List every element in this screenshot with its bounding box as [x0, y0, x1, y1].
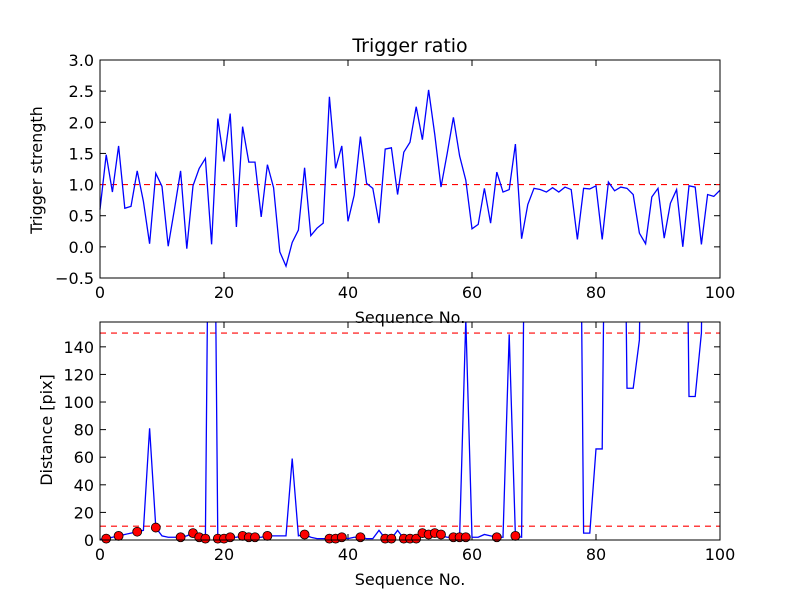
x-axis-label: Sequence No.	[355, 308, 466, 327]
x-tick-label: 60	[462, 283, 482, 302]
data-point	[113, 530, 124, 541]
x-tick-label: 100	[705, 283, 736, 302]
series-group	[99, 89, 721, 269]
chart-title: Trigger ratio	[351, 35, 467, 57]
y-tick-label: 1.0	[69, 176, 94, 195]
data-point	[175, 532, 186, 543]
series-group	[100, 322, 703, 540]
x-tick-label: 20	[214, 283, 234, 302]
y-tick-label: 60	[74, 448, 94, 467]
y-tick-label: 0.5	[69, 207, 94, 226]
x-axis-label: Sequence No.	[355, 570, 466, 589]
data-point	[355, 532, 366, 543]
data-point	[101, 533, 112, 544]
data-point	[436, 529, 446, 540]
data-point	[510, 530, 521, 541]
marker-group	[101, 522, 521, 544]
y-tick-label: 40	[74, 476, 94, 495]
series-line	[99, 89, 721, 269]
x-tick-label: 0	[95, 283, 105, 302]
data-point	[132, 526, 143, 537]
data-point	[262, 530, 273, 541]
y-tick-label: 2.0	[69, 113, 94, 132]
x-tick-label: 80	[586, 283, 606, 302]
data-point	[299, 529, 310, 540]
trigger-ratio-chart: Trigger ratio Sequence No. Trigger stren…	[27, 35, 735, 327]
data-point	[250, 532, 260, 543]
x-tick-label: 40	[338, 283, 358, 302]
y-axis-label: Trigger strength	[27, 106, 46, 235]
distance-chart: Sequence No. Distance [pix] 0 20 40 60 80 100…	[37, 321, 735, 589]
x-tick-label: 80	[586, 545, 606, 564]
data-point	[225, 532, 236, 543]
data-point	[460, 532, 471, 543]
reference-lines	[100, 332, 720, 527]
data-point	[386, 533, 397, 544]
x-tick-label: 20	[214, 545, 234, 564]
x-tick-label: 60	[462, 545, 482, 564]
y-tick-label: 2.5	[69, 82, 94, 101]
y-tick-label: 3.0	[69, 51, 94, 70]
x-tick-label: 40	[338, 545, 358, 564]
y-tick-label: 0	[84, 531, 94, 550]
axis-ticks: 0 20 40 60 80 100 0 20 40 60 80 100 120 140	[63, 322, 735, 564]
y-tick-label: 20	[74, 503, 94, 522]
data-point	[491, 532, 502, 543]
y-tick-label: 80	[74, 421, 94, 440]
y-tick-label: 1.5	[69, 144, 94, 163]
axis-ticks: 0 20 40 60 80 100 −0.5 0.0 0.5 1.0 1.5 2.0 2.5 3.0	[55, 51, 735, 302]
series-line	[100, 322, 703, 540]
y-tick-label: 140	[63, 338, 94, 357]
plot-frame	[99, 321, 721, 541]
x-tick-label: 0	[95, 545, 105, 564]
data-point	[336, 532, 347, 543]
x-tick-label: 100	[705, 545, 736, 564]
y-tick-label: −0.5	[55, 269, 94, 288]
y-tick-label: 100	[63, 393, 94, 412]
y-axis-label: Distance [pix]	[37, 374, 56, 486]
data-point	[150, 522, 161, 533]
y-tick-label: 120	[63, 365, 94, 384]
data-point	[411, 533, 422, 544]
y-tick-label: 0.0	[69, 238, 94, 257]
plot-frame	[99, 59, 721, 279]
data-point	[200, 533, 211, 544]
